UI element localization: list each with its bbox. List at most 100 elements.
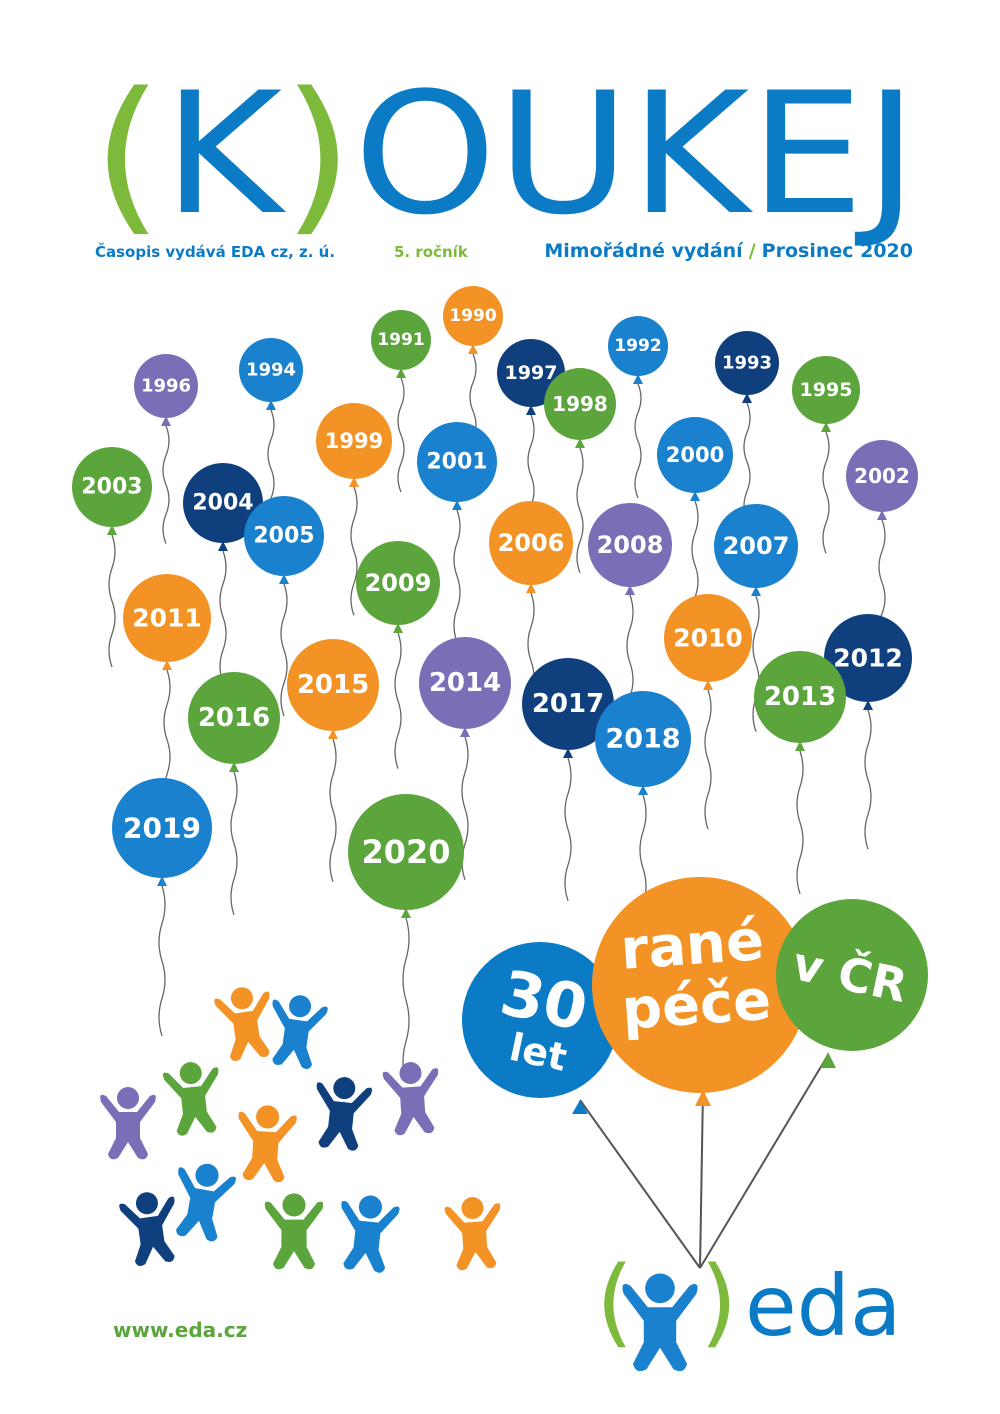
- balloon-label: 1991: [377, 330, 424, 350]
- big-balloon: [776, 899, 928, 1051]
- string: [453, 509, 461, 643]
- knot: [863, 700, 873, 710]
- slogan-first: 30 let: [494, 956, 594, 1080]
- knot: [162, 660, 172, 670]
- string: [704, 689, 712, 830]
- kid-body: [272, 999, 328, 1070]
- knot: [396, 368, 406, 378]
- balloon-label: 2019: [123, 812, 201, 845]
- issue: Mimořádné vydání / Prosinec 2020: [544, 240, 913, 262]
- balloon-label: 1993: [722, 353, 772, 374]
- balloon-label: 1997: [505, 362, 558, 384]
- volume: 5. ročník: [394, 243, 469, 261]
- string: [579, 1099, 701, 1269]
- knot: [795, 741, 805, 751]
- balloon: [356, 541, 440, 625]
- slogan-text: péče: [620, 968, 773, 1043]
- knot: [266, 400, 276, 410]
- kid-head: [179, 1062, 202, 1085]
- balloon: [443, 286, 503, 346]
- balloon-label: 1999: [325, 429, 383, 453]
- knot: [526, 405, 536, 415]
- paren: (: [92, 56, 163, 252]
- string: [329, 738, 337, 883]
- string: [280, 583, 288, 717]
- big-balloon: [462, 942, 618, 1098]
- balloon: [316, 403, 392, 479]
- kid-body: [622, 1284, 698, 1372]
- balloon: [714, 504, 798, 588]
- knot: [328, 729, 338, 739]
- string: [822, 431, 830, 554]
- kid: [100, 1087, 156, 1160]
- knot: [695, 1090, 711, 1106]
- knot: [821, 422, 831, 432]
- knot: [742, 393, 752, 403]
- balloon: [72, 447, 152, 527]
- knot: [279, 574, 289, 584]
- balloon-label: 2007: [723, 532, 790, 560]
- logo-paren: (: [596, 1246, 633, 1358]
- balloon: [754, 651, 846, 743]
- logo-figure: [622, 1273, 698, 1372]
- balloon-label: 2000: [666, 443, 724, 467]
- kid-body: [100, 1094, 156, 1160]
- balloon-label: 2005: [253, 524, 314, 549]
- balloon: [715, 331, 779, 395]
- date: Prosinec 2020: [762, 240, 913, 262]
- slogan-second: rané péče: [618, 908, 773, 1043]
- kid-head: [461, 1197, 484, 1220]
- kid-body: [382, 1068, 439, 1136]
- balloon: [287, 639, 379, 731]
- balloon-label: 2009: [365, 569, 432, 597]
- kid-head: [358, 1195, 382, 1219]
- kid-head: [256, 1105, 280, 1129]
- string: [699, 1089, 704, 1269]
- string: [634, 383, 642, 499]
- balloon-label: 2017: [532, 689, 604, 719]
- balloon-label: 1994: [246, 360, 296, 381]
- letter: K: [163, 56, 287, 252]
- kid: [444, 1197, 501, 1271]
- string: [576, 447, 584, 574]
- kid: [382, 1062, 439, 1136]
- balloon-label: 2001: [426, 450, 487, 475]
- balloon: [588, 503, 672, 587]
- knot: [563, 748, 573, 758]
- balloon-label: 2003: [81, 475, 142, 500]
- balloon-label: 1990: [449, 306, 496, 326]
- string: [158, 885, 166, 1037]
- balloon: [123, 574, 211, 662]
- balloon-label: 2018: [605, 724, 680, 755]
- balloon-label: 2012: [833, 644, 903, 673]
- balloon-label: 2004: [192, 491, 253, 516]
- knot: [625, 585, 635, 595]
- knot: [820, 1052, 836, 1068]
- balloon: [417, 422, 497, 502]
- balloon: [824, 614, 912, 702]
- kid-head: [195, 1163, 219, 1187]
- string: [564, 757, 572, 902]
- kid-body: [176, 1167, 236, 1242]
- balloon: [522, 658, 614, 750]
- balloon: [183, 463, 263, 543]
- edition: Mimořádné vydání: [544, 240, 744, 262]
- balloon: [188, 672, 280, 764]
- balloon-label: 1998: [552, 392, 608, 416]
- balloon-label: 2015: [297, 670, 369, 700]
- knot: [572, 1100, 588, 1114]
- balloon: [657, 417, 733, 493]
- balloon-label: 2002: [854, 464, 910, 488]
- separator: /: [749, 240, 756, 262]
- kid-head: [289, 995, 312, 1018]
- string: [752, 595, 760, 732]
- paren: ): [282, 56, 353, 252]
- balloon-label: 2016: [198, 703, 270, 733]
- kid: [162, 1062, 219, 1136]
- string: [162, 425, 170, 544]
- kid-head: [135, 1192, 158, 1215]
- kid-body: [444, 1203, 501, 1271]
- knot: [468, 344, 478, 354]
- kid-body: [238, 1111, 297, 1183]
